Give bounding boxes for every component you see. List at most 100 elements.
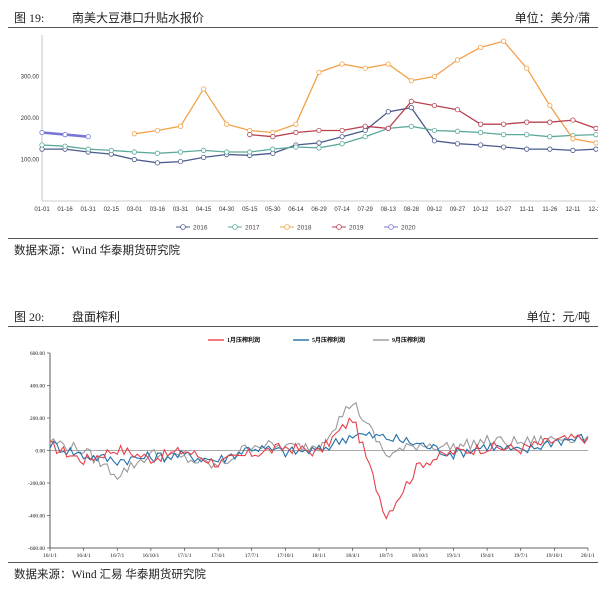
x-tick-label: 04-30 bbox=[219, 207, 235, 213]
data-point-2019 bbox=[293, 129, 299, 136]
data-point-2017 bbox=[316, 145, 322, 151]
legend-label-2016: 2016 bbox=[193, 225, 208, 232]
legend-marker-2016 bbox=[180, 224, 186, 230]
data-point-2018 bbox=[247, 127, 253, 134]
x-tick-label: 19/10/1 bbox=[546, 553, 563, 558]
data-point-2019 bbox=[431, 102, 438, 109]
data-point-2017 bbox=[547, 134, 553, 140]
data-point-2018 bbox=[362, 65, 368, 71]
data-point-2016 bbox=[177, 158, 184, 165]
data-point-2018 bbox=[339, 61, 345, 67]
data-point-2018 bbox=[593, 140, 598, 146]
data-point-2018 bbox=[570, 136, 576, 142]
data-point-2017 bbox=[224, 149, 230, 155]
legend-label-2020: 2020 bbox=[401, 225, 416, 232]
x-tick-label: 19/1/1 bbox=[446, 553, 460, 558]
x-tick-label: 01-16 bbox=[57, 207, 73, 213]
fig19-number: 图 19: bbox=[14, 11, 45, 25]
series-line-2 bbox=[49, 431, 589, 466]
fig20-title: 盘面榨利 bbox=[72, 310, 121, 324]
x-tick-label: 08-28 bbox=[404, 207, 420, 213]
x-tick-label: 01-31 bbox=[80, 207, 96, 213]
fig20-top-rule bbox=[8, 326, 598, 327]
data-point-2016 bbox=[547, 146, 553, 152]
fig19-title: 南美大豆港口升贴水报价 bbox=[72, 11, 205, 25]
data-point-2019 bbox=[316, 127, 322, 134]
x-tick-label: 17/1/1 bbox=[177, 553, 191, 558]
legend-label-2: 5月压榨利润 bbox=[312, 336, 345, 344]
legend-label-2019: 2019 bbox=[349, 225, 364, 232]
data-point-2016 bbox=[570, 147, 576, 153]
data-point-2017 bbox=[524, 132, 530, 138]
x-tick-label: 03-31 bbox=[173, 207, 189, 213]
x-tick-label: 09-27 bbox=[450, 207, 466, 213]
data-point-2018 bbox=[316, 69, 322, 75]
y-tick-label: 200.00 bbox=[21, 116, 40, 122]
data-point-2017 bbox=[431, 127, 438, 134]
x-tick-label: 16/10/1 bbox=[142, 553, 159, 558]
data-point-2017 bbox=[362, 134, 368, 140]
data-point-2017 bbox=[154, 150, 161, 156]
x-tick-label: 11-11 bbox=[520, 207, 535, 213]
data-point-2017 bbox=[477, 129, 484, 136]
fig20-number: 图 20: bbox=[14, 310, 45, 324]
x-tick-label: 18/4/1 bbox=[346, 553, 360, 558]
series-line-3 bbox=[49, 401, 589, 481]
data-point-2018 bbox=[270, 129, 276, 136]
x-tick-label: 11-26 bbox=[542, 207, 558, 213]
data-point-2016 bbox=[454, 141, 461, 147]
y-tick-label: -600.00 bbox=[28, 546, 45, 552]
fig19-header: 图 19: 南美大豆港口升贴水报价 单位：美分/蒲 bbox=[8, 6, 598, 26]
x-tick-label: 20/1/1 bbox=[581, 553, 595, 558]
data-point-2018 bbox=[293, 121, 299, 127]
data-point-2016 bbox=[408, 105, 414, 111]
legend-label-2017: 2017 bbox=[245, 225, 260, 232]
data-point-2017 bbox=[593, 132, 598, 138]
data-point-2017 bbox=[454, 128, 461, 134]
data-point-2019 bbox=[547, 119, 553, 125]
fig20-source: 数据来源：Wind 汇易 华泰期货研究院 bbox=[14, 569, 206, 581]
data-point-2017 bbox=[108, 147, 114, 153]
data-point-2019 bbox=[362, 123, 368, 129]
x-tick-label: 16/4/1 bbox=[77, 553, 91, 558]
data-point-2018 bbox=[454, 57, 461, 63]
data-point-2016 bbox=[501, 144, 507, 150]
x-tick-label: 12-26 bbox=[588, 207, 598, 213]
x-tick-label: 17/10/1 bbox=[277, 553, 294, 558]
x-tick-label: 18/10/1 bbox=[411, 553, 428, 558]
data-point-2019 bbox=[270, 134, 276, 140]
data-point-2016 bbox=[270, 150, 276, 156]
data-point-2020 bbox=[62, 132, 68, 138]
x-tick-label: 07-14 bbox=[334, 207, 350, 213]
y-tick-label: -400.00 bbox=[28, 514, 45, 520]
data-point-2020 bbox=[85, 134, 91, 140]
data-point-2019 bbox=[385, 125, 391, 131]
data-point-2018 bbox=[154, 127, 161, 134]
data-point-2017 bbox=[131, 149, 137, 155]
data-point-2017 bbox=[200, 147, 207, 153]
data-point-2018 bbox=[501, 38, 507, 44]
x-tick-label: 05-15 bbox=[242, 207, 258, 213]
data-point-2016 bbox=[131, 156, 137, 163]
y-tick-label: 100.00 bbox=[21, 158, 40, 164]
data-point-2018 bbox=[177, 123, 184, 129]
data-point-2017 bbox=[39, 142, 45, 148]
data-point-2019 bbox=[477, 121, 484, 127]
data-point-2016 bbox=[477, 142, 484, 148]
x-tick-label: 04-15 bbox=[196, 207, 212, 213]
data-point-2017 bbox=[247, 149, 253, 155]
data-point-2016 bbox=[431, 138, 438, 144]
x-tick-label: 06-29 bbox=[311, 207, 327, 213]
y-tick-label: 400.00 bbox=[30, 384, 45, 390]
legend-marker-2018 bbox=[284, 224, 290, 230]
data-point-2019 bbox=[524, 119, 530, 125]
x-tick-label: 05-30 bbox=[265, 207, 281, 213]
data-point-2016 bbox=[593, 146, 598, 152]
data-point-2018 bbox=[524, 65, 530, 71]
fig19-source: 数据来源：Wind 华泰期货研究院 bbox=[14, 245, 180, 257]
y-tick-label: 0.00 bbox=[35, 449, 45, 455]
data-point-2018 bbox=[547, 102, 553, 109]
fig19-unit: 单位：美分/蒲 bbox=[514, 11, 590, 25]
fig19-top-rule bbox=[8, 27, 598, 28]
x-tick-label: 03-01 bbox=[127, 207, 143, 213]
